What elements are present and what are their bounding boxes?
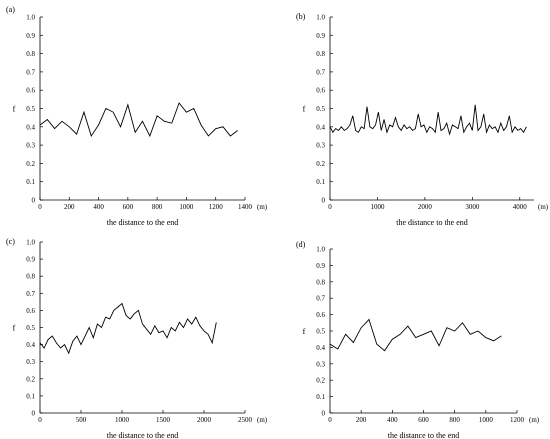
y-tick-label: 0.3 xyxy=(26,358,35,366)
y-tick-label: 0 xyxy=(322,410,326,418)
x-tick-label: 4000 xyxy=(513,203,528,211)
y-tick-label: 0.2 xyxy=(316,160,325,168)
y-tick-label: 0.7 xyxy=(26,68,35,76)
x-tick-label: 2000 xyxy=(197,416,212,424)
x-unit-label: (m) xyxy=(529,416,540,424)
y-tick-label: 0.1 xyxy=(26,178,35,186)
y-tick-label: 0.5 xyxy=(316,328,325,336)
y-tick-label: 0.9 xyxy=(316,262,325,270)
y-tick-label: 0.7 xyxy=(316,68,325,76)
y-tick-label: 0.3 xyxy=(26,142,35,150)
x-axis-label: the distance to the end xyxy=(107,431,179,439)
panel-label: (c) xyxy=(6,237,15,246)
x-unit-label: (m) xyxy=(538,203,549,211)
y-tick-label: 0.5 xyxy=(26,105,35,113)
x-tick-label: 0 xyxy=(38,203,42,211)
y-tick-label: 0.6 xyxy=(316,87,325,95)
x-tick-label: 1000 xyxy=(370,203,385,211)
x-tick-label: 500 xyxy=(76,416,87,424)
y-tick-label: 0.8 xyxy=(316,278,325,286)
x-tick-label: 600 xyxy=(123,203,134,211)
x-tick-label: 1000 xyxy=(479,416,494,424)
x-tick-label: 200 xyxy=(356,416,367,424)
x-unit-label: (m) xyxy=(257,203,268,211)
y-tick-label: 0.5 xyxy=(26,324,35,332)
x-tick-label: 0 xyxy=(38,416,42,424)
x-tick-label: 400 xyxy=(387,416,398,424)
y-tick-label: 0.8 xyxy=(26,273,35,281)
y-tick-label: 1.0 xyxy=(26,239,35,247)
x-tick-label: 1000 xyxy=(179,203,194,211)
panel-0: (a) 0 0.1 0.2 0.3 0.4 0.5 0.6 0.7 0.8 0.9 1.0 0 200 40… xyxy=(6,5,268,227)
y-tick-label: 0.8 xyxy=(26,50,35,58)
x-tick-label: 1200 xyxy=(510,416,525,424)
panel-label: (a) xyxy=(6,5,15,14)
x-tick-label: 200 xyxy=(64,203,75,211)
x-axis-label: the distance to the end xyxy=(107,218,179,227)
y-tick-label: 0.2 xyxy=(26,160,35,168)
x-tick-label: 1000 xyxy=(115,416,130,424)
y-tick-label: 0.3 xyxy=(316,360,325,368)
x-tick-label: 2000 xyxy=(418,203,433,211)
y-tick-label: 0 xyxy=(32,197,36,205)
x-tick-label: 800 xyxy=(152,203,163,211)
y-tick-label: 0.9 xyxy=(26,32,35,40)
x-tick-label: 400 xyxy=(93,203,104,211)
panel-label: (b) xyxy=(296,12,306,21)
y-tick-label: 0.5 xyxy=(316,105,325,113)
y-tick-label: 0.6 xyxy=(26,87,35,95)
y-tick-label: 0.4 xyxy=(26,123,35,131)
x-tick-label: 1200 xyxy=(209,203,224,211)
panel-label: (d) xyxy=(296,240,306,249)
y-tick-label: 0.9 xyxy=(26,256,35,264)
series-line xyxy=(39,102,238,138)
x-tick-label: 800 xyxy=(449,416,460,424)
x-unit-label: (m) xyxy=(257,416,268,424)
x-tick-label: 1500 xyxy=(156,416,171,424)
y-tick-label: 1.0 xyxy=(316,246,325,254)
y-tick-label: 1.0 xyxy=(316,14,325,22)
y-axis-label: f xyxy=(303,327,306,336)
y-tick-label: 0.4 xyxy=(26,341,35,349)
x-tick-label: 0 xyxy=(328,416,332,424)
y-tick-label: 0.1 xyxy=(316,393,325,401)
y-tick-label: 0.4 xyxy=(316,344,325,352)
x-tick-label: 600 xyxy=(418,416,429,424)
y-tick-label: 0 xyxy=(322,197,326,205)
y-axis-label: f xyxy=(13,324,16,333)
y-axis-label: f xyxy=(303,105,306,114)
series-line xyxy=(329,104,527,136)
y-tick-label: 0 xyxy=(32,410,36,418)
panel-3: (d) 0 0.1 0.2 0.3 0.4 0.5 0.6 0.7 0.8 0.9 1.0 0 200 40… xyxy=(296,240,540,439)
y-tick-label: 0.4 xyxy=(316,123,325,131)
x-axis-label: the distance to the end xyxy=(388,431,460,439)
series-line xyxy=(329,318,502,352)
y-tick-label: 0.2 xyxy=(26,375,35,383)
y-tick-label: 0.7 xyxy=(316,295,325,303)
y-tick-label: 0.7 xyxy=(26,290,35,298)
y-tick-label: 0.1 xyxy=(26,392,35,400)
x-tick-label: 3000 xyxy=(465,203,480,211)
x-tick-label: 2500 xyxy=(238,416,253,424)
series-line xyxy=(39,302,217,355)
y-tick-label: 0.2 xyxy=(316,377,325,385)
panel-2: (c) 0 0.1 0.2 0.3 0.4 0.5 0.6 0.7 0.8 0.9 1.0 0 500 10… xyxy=(6,237,268,439)
x-tick-label: 1400 xyxy=(238,203,253,211)
y-tick-label: 1.0 xyxy=(26,14,35,22)
y-tick-label: 0.6 xyxy=(26,307,35,315)
y-tick-label: 0.9 xyxy=(316,32,325,40)
y-tick-label: 0.8 xyxy=(316,50,325,58)
x-tick-label: 0 xyxy=(328,203,332,211)
panel-1: (b) 0 0.1 0.2 0.3 0.4 0.5 0.6 0.7 0.8 0.9 1.0 0 1000 2… xyxy=(296,12,549,227)
y-tick-label: 0.1 xyxy=(316,178,325,186)
y-tick-label: 0.3 xyxy=(316,142,325,150)
y-axis-label: f xyxy=(13,105,16,114)
y-tick-label: 0.6 xyxy=(316,311,325,319)
x-axis-label: the distance to the end xyxy=(396,218,468,227)
